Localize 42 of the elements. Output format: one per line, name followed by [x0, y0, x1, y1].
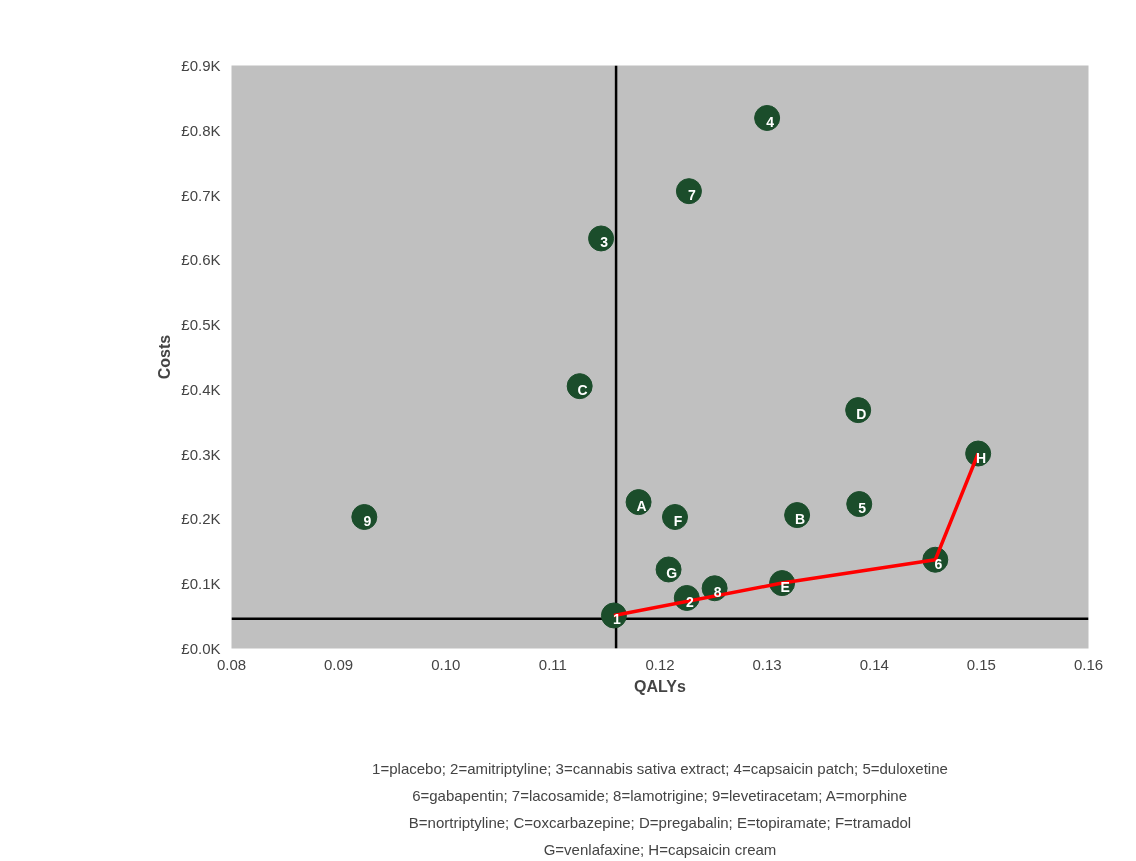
annotation: 3 — [600, 234, 609, 251]
annotation: F — [673, 513, 683, 529]
y-tick-label: £0.7K — [181, 186, 221, 204]
y-tick-label: £0.5K — [181, 316, 221, 334]
annotation: G — [666, 565, 678, 582]
x-tick-label: 0.10 — [431, 655, 461, 673]
x-tick-label: 0.14 — [859, 655, 889, 673]
y-tick-label: £0.2K — [181, 510, 221, 528]
y-tick-label: £0.1K — [181, 575, 221, 593]
text: 6=gabapentin; 7=lacosamide; 8=lamotrigine; 9=levetiracetam; A=morphine — [412, 786, 908, 804]
x-tick-label: 0.09 — [324, 655, 354, 673]
y-tick-label: £0.3K — [181, 445, 221, 463]
annotation: 4 — [766, 113, 775, 130]
y-tick-label: £0.4K — [181, 380, 221, 398]
text: 1=placebo; 2=amitriptyline; 3=cannabis sativa extract; 4=capsaicin patch; 5=duloxetine — [372, 759, 948, 777]
annotation: 6 — [934, 555, 943, 572]
annotation: H — [976, 449, 987, 466]
text: G=venlafaxine; H=capsaicin cream — [543, 840, 777, 858]
x-axis-title: QALYs — [634, 677, 687, 695]
y-tick-label: £0.6K — [181, 251, 221, 269]
annotation: A — [636, 498, 647, 515]
x-tick-label: 0.16 — [1073, 655, 1104, 673]
annotation: 9 — [363, 513, 372, 529]
point — [846, 491, 873, 518]
y-tick-label: £0.8K — [181, 121, 221, 139]
annotation: 7 — [688, 187, 697, 204]
annotation: D — [856, 406, 867, 423]
text: B=nortriptyline; C=oxcarbazepine; D=pregabalin; E=topiramate; F=tramadol — [408, 813, 912, 831]
annotation: C — [577, 382, 588, 399]
y-tick-label: £0.9K — [181, 57, 221, 74]
y-axis-title: Costs — [156, 334, 174, 380]
x-tick-label: 0.12 — [645, 655, 675, 673]
annotation: 1 — [613, 611, 622, 628]
annotation: E — [780, 579, 790, 596]
x-tick-label: 0.11 — [538, 655, 567, 673]
point — [351, 504, 378, 530]
x-tick-label: 0.15 — [966, 655, 996, 673]
y-tick-label: £0.0K — [181, 640, 221, 657]
x-tick-label: 0.13 — [752, 655, 782, 673]
annotation: B — [795, 511, 806, 528]
x-tick-label: 0.08 — [216, 655, 247, 673]
annotation: 5 — [858, 500, 867, 517]
